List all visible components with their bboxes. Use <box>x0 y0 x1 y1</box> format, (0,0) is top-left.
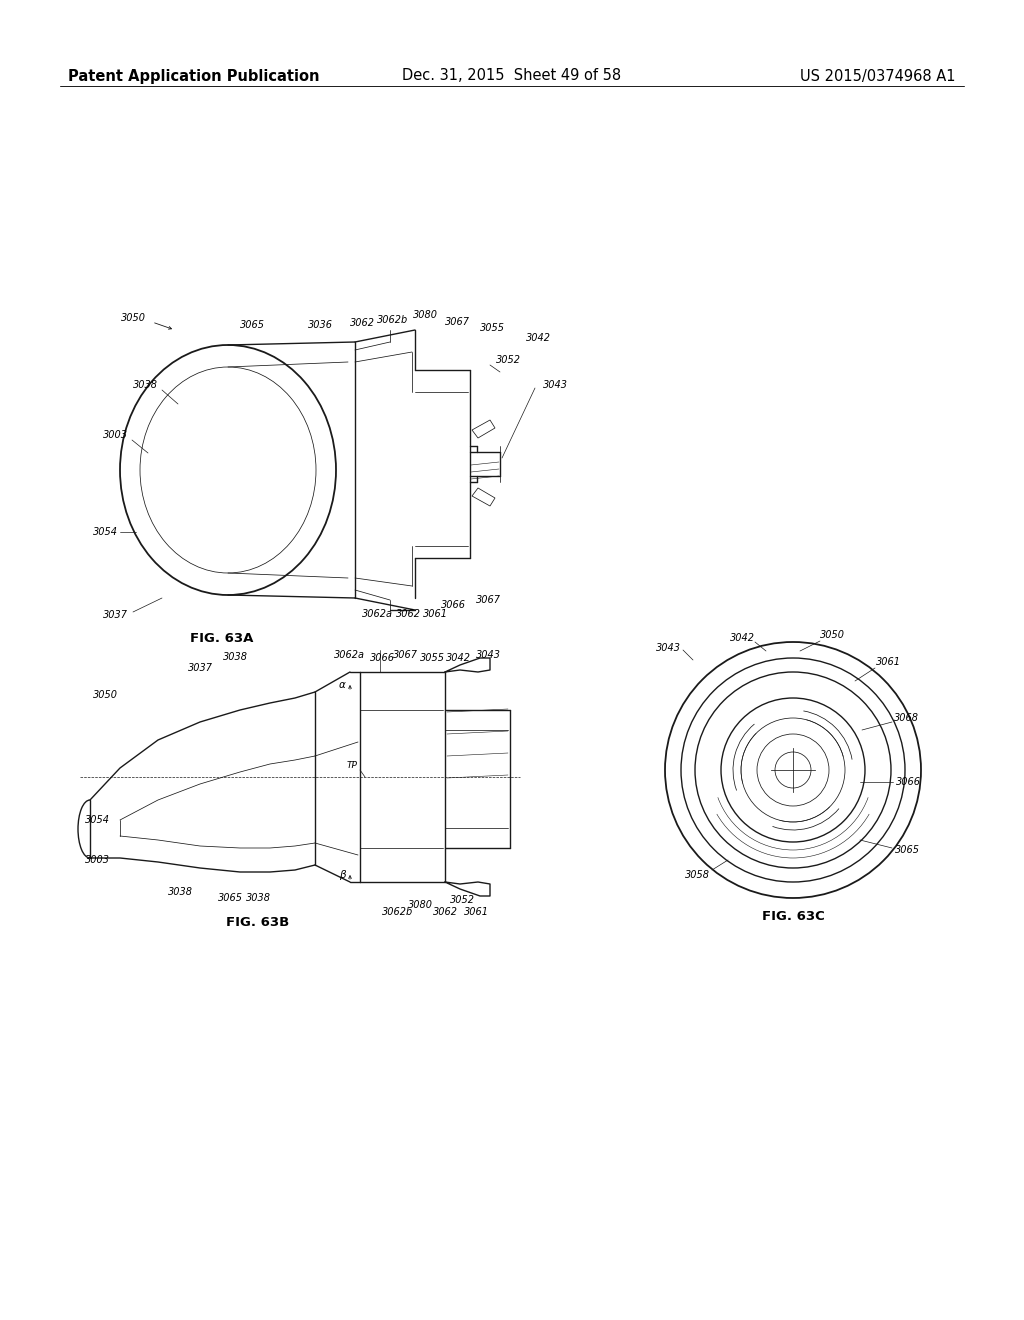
Text: 3068: 3068 <box>894 713 919 723</box>
Text: 3042: 3042 <box>525 333 551 343</box>
Text: 3066: 3066 <box>440 601 466 610</box>
Text: 3043: 3043 <box>655 643 681 653</box>
Text: 3067: 3067 <box>444 317 469 327</box>
Text: 3065: 3065 <box>895 845 920 855</box>
Text: 3062: 3062 <box>395 609 421 619</box>
Text: 3052: 3052 <box>450 895 474 906</box>
Text: 3043: 3043 <box>543 380 567 389</box>
Text: 3062b: 3062b <box>378 315 409 325</box>
Text: 3061: 3061 <box>876 657 900 667</box>
Text: β: β <box>339 870 345 880</box>
Text: 3055: 3055 <box>420 653 444 663</box>
Text: 3061: 3061 <box>464 907 488 917</box>
Text: 3066: 3066 <box>370 653 394 663</box>
Text: FIG. 63B: FIG. 63B <box>226 916 290 929</box>
Text: 3066: 3066 <box>896 777 921 787</box>
Text: 3043: 3043 <box>475 649 501 660</box>
Text: 3003: 3003 <box>102 430 128 440</box>
Text: FIG. 63A: FIG. 63A <box>190 631 254 644</box>
Text: 3037: 3037 <box>187 663 213 673</box>
Text: 3080: 3080 <box>408 900 432 909</box>
Text: 3037: 3037 <box>102 610 128 620</box>
Text: 3050: 3050 <box>121 313 145 323</box>
Text: FIG. 63C: FIG. 63C <box>762 909 824 923</box>
Text: 3062: 3062 <box>432 907 458 917</box>
Text: 3067: 3067 <box>475 595 501 605</box>
Text: 3050: 3050 <box>819 630 845 640</box>
Text: 3052: 3052 <box>496 355 520 366</box>
Text: 3080: 3080 <box>413 310 437 319</box>
Text: 3065: 3065 <box>240 319 264 330</box>
Text: 3042: 3042 <box>729 634 755 643</box>
Text: 3062b: 3062b <box>382 907 414 917</box>
Text: 3038: 3038 <box>222 652 248 663</box>
Text: 3058: 3058 <box>684 870 710 880</box>
Text: Dec. 31, 2015  Sheet 49 of 58: Dec. 31, 2015 Sheet 49 of 58 <box>402 69 622 83</box>
Text: 3062a: 3062a <box>334 649 365 660</box>
Text: 3038: 3038 <box>246 894 270 903</box>
Text: 3054: 3054 <box>85 814 110 825</box>
Text: 3062: 3062 <box>349 318 375 327</box>
Text: 3062a: 3062a <box>361 609 392 619</box>
Text: TP: TP <box>346 760 357 770</box>
Text: 3042: 3042 <box>445 653 470 663</box>
Text: 3065: 3065 <box>217 894 243 903</box>
Text: 3036: 3036 <box>307 319 333 330</box>
Text: 3003: 3003 <box>85 855 110 865</box>
Text: 3050: 3050 <box>92 690 118 700</box>
Text: α: α <box>339 680 345 690</box>
Text: 3061: 3061 <box>423 609 447 619</box>
Text: 3055: 3055 <box>479 323 505 333</box>
Text: 3067: 3067 <box>392 649 418 660</box>
Text: Patent Application Publication: Patent Application Publication <box>68 69 319 83</box>
Text: 3054: 3054 <box>92 527 118 537</box>
Text: 3038: 3038 <box>168 887 193 898</box>
Text: US 2015/0374968 A1: US 2015/0374968 A1 <box>801 69 956 83</box>
Text: 3038: 3038 <box>132 380 158 389</box>
